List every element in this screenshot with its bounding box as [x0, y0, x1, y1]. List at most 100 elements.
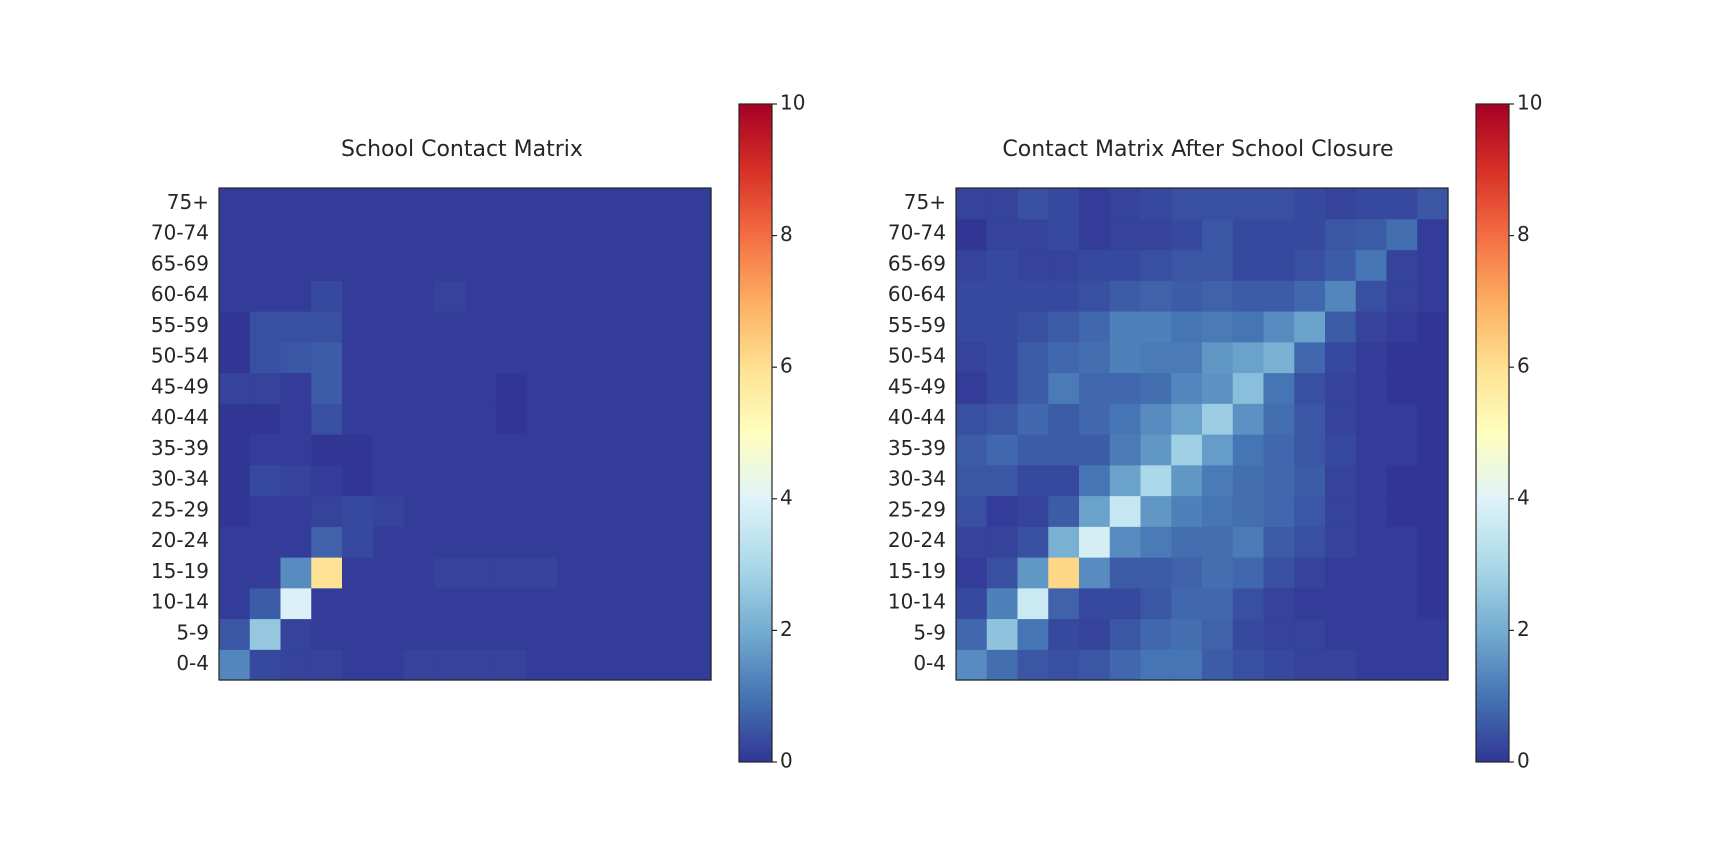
heatmap-cell	[280, 218, 312, 251]
heatmap-cell	[588, 372, 620, 404]
y-tick-label: 10-14	[888, 590, 946, 614]
colorbar-tick-label: 8	[1517, 222, 1530, 246]
heatmap-cell	[434, 557, 466, 589]
heatmap-cell	[372, 618, 405, 650]
heatmap-cell	[280, 434, 312, 466]
heatmap-cell	[1202, 495, 1234, 527]
heatmap-cell	[1386, 434, 1418, 466]
heatmap-cell	[495, 587, 528, 620]
heatmap-cell	[434, 464, 466, 497]
heatmap-cell	[986, 249, 1019, 281]
heatmap-cell	[986, 618, 1019, 650]
heatmap-cell	[1109, 587, 1142, 620]
heatmap-cell	[680, 587, 712, 620]
heatmap-cell	[1140, 341, 1172, 374]
heatmap-cell	[465, 434, 497, 466]
heatmap-cell	[1263, 464, 1295, 497]
heatmap-cell	[465, 341, 497, 374]
heatmap-cell	[1017, 434, 1049, 466]
heatmap-cell	[1171, 464, 1203, 497]
heatmap-cell	[1048, 403, 1080, 435]
heatmap-cell	[956, 341, 988, 374]
heatmap-cell	[1048, 464, 1080, 497]
heatmap-cell	[1140, 649, 1172, 681]
heatmap-cell	[219, 464, 251, 497]
heatmap-cell	[649, 403, 681, 435]
heatmap-cell	[311, 188, 343, 220]
heatmap-cell	[1017, 649, 1049, 681]
heatmap-cell	[403, 372, 435, 404]
heatmap-cell	[1171, 557, 1203, 589]
heatmap-cell	[465, 557, 497, 589]
colorbar	[1475, 103, 1510, 763]
heatmap-cell	[1294, 618, 1326, 650]
heatmap-cell	[1048, 341, 1080, 374]
heatmap-cell	[1109, 372, 1142, 404]
heatmap-cell	[1171, 495, 1203, 527]
heatmap-cell	[956, 434, 988, 466]
heatmap-cell	[956, 280, 988, 312]
heatmap-cell	[311, 311, 343, 343]
heatmap-cell	[1232, 464, 1265, 497]
heatmap-cell	[1171, 188, 1203, 220]
heatmap-cell	[311, 649, 343, 681]
heatmap-cell	[680, 464, 712, 497]
heatmap-cell	[1232, 434, 1265, 466]
heatmap-cell	[280, 311, 312, 343]
heatmap-cell	[1017, 280, 1049, 312]
heatmap-cell	[618, 434, 651, 466]
heatmap-cell	[649, 464, 681, 497]
heatmap-cell	[434, 495, 466, 527]
heatmap-cell	[1325, 618, 1357, 650]
heatmap-cell	[280, 280, 312, 312]
colorbar-tick-label: 6	[1517, 354, 1530, 378]
heatmap-cell	[1140, 280, 1172, 312]
heatmap-cell	[1171, 311, 1203, 343]
heatmap-cell	[249, 587, 282, 620]
heatmap-cell	[1417, 495, 1449, 527]
heatmap-cell	[1079, 403, 1111, 435]
heatmap-cell	[1355, 557, 1388, 589]
heatmap-cell	[1140, 403, 1172, 435]
heatmap-cell	[680, 372, 712, 404]
heatmap-cell	[311, 372, 343, 404]
heatmap-cell	[649, 280, 681, 312]
y-tick-label: 40-44	[151, 405, 209, 429]
heatmap-cell	[618, 618, 651, 650]
heatmap-cell	[1355, 311, 1388, 343]
heatmap-cell	[1171, 218, 1203, 251]
heatmap-cell	[526, 249, 558, 281]
heatmap-cell	[1325, 649, 1357, 681]
heatmap-cells	[219, 188, 712, 681]
heatmap-cell	[1417, 280, 1449, 312]
heatmap-cell	[588, 526, 620, 558]
heatmap-cell	[342, 218, 374, 251]
heatmap-cell	[1325, 403, 1357, 435]
heatmap-cell	[649, 618, 681, 650]
y-tick-label: 65-69	[888, 251, 946, 275]
heatmap-cell	[557, 372, 589, 404]
heatmap-cell	[280, 372, 312, 404]
heatmap-cell	[1232, 649, 1265, 681]
heatmap-cell	[1294, 341, 1326, 374]
heatmap-cell	[1109, 341, 1142, 374]
heatmap-cell	[526, 311, 558, 343]
heatmap-cell	[434, 526, 466, 558]
heatmap-cell	[219, 341, 251, 374]
heatmap-cell	[588, 280, 620, 312]
heatmap-cell	[311, 587, 343, 620]
heatmap-cell	[311, 218, 343, 251]
heatmap-cell	[557, 218, 589, 251]
colorbar-tick-label: 0	[1517, 749, 1530, 773]
heatmap-cell	[1140, 311, 1172, 343]
heatmap-cell	[649, 218, 681, 251]
heatmap-cell	[372, 495, 405, 527]
chart-title: School Contact Matrix	[341, 137, 583, 162]
heatmap-cell	[1017, 188, 1049, 220]
y-tick-label: 40-44	[888, 405, 946, 429]
heatmap-cell	[1263, 649, 1295, 681]
heatmap-cell	[557, 495, 589, 527]
heatmap-cell	[1263, 557, 1295, 589]
heatmap-cell	[986, 464, 1019, 497]
